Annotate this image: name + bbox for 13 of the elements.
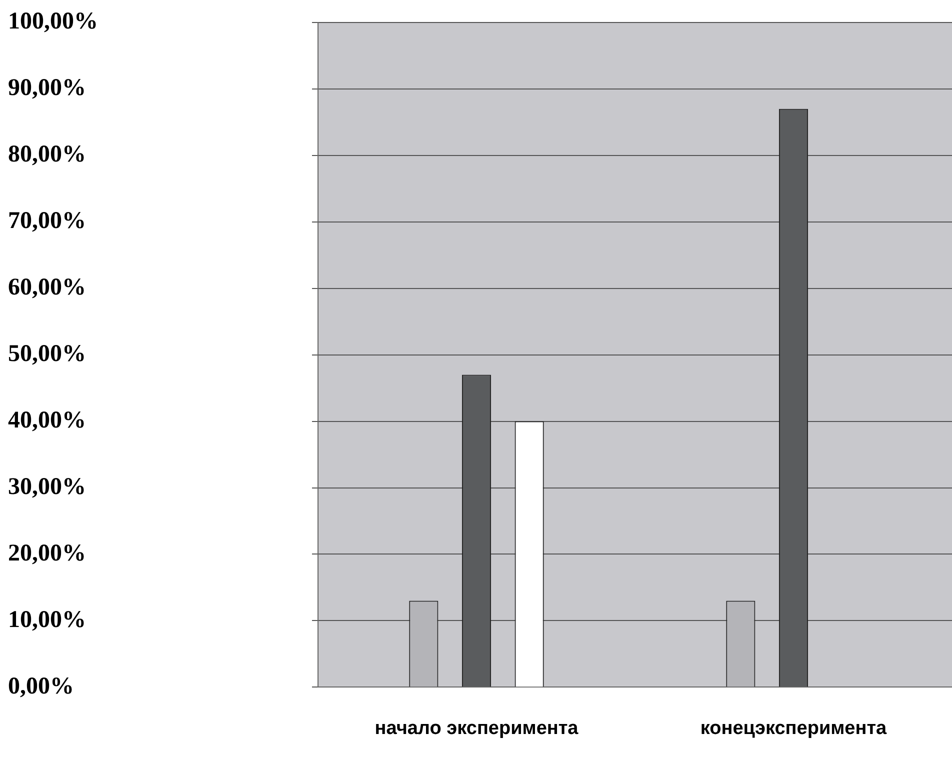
- y-tick-label: 50,00%: [8, 341, 86, 368]
- y-tick-label: 100,00%: [8, 8, 98, 35]
- y-tick-label: 90,00%: [8, 75, 86, 102]
- y-tick-label: 10,00%: [8, 606, 86, 633]
- y-tick-label: 70,00%: [8, 208, 86, 234]
- y-tick-label: 80,00%: [8, 142, 86, 168]
- x-tick-label: начало эксперимента: [374, 718, 579, 739]
- x-tick-label: конецэксперимента: [700, 718, 888, 739]
- y-tick-label: 0,00%: [8, 673, 74, 700]
- y-tick-label: 20,00%: [8, 540, 86, 566]
- y-tick-label: 60,00%: [8, 274, 86, 301]
- y-tick-label: 30,00%: [8, 474, 86, 500]
- y-tick-label: 40,00%: [8, 407, 86, 434]
